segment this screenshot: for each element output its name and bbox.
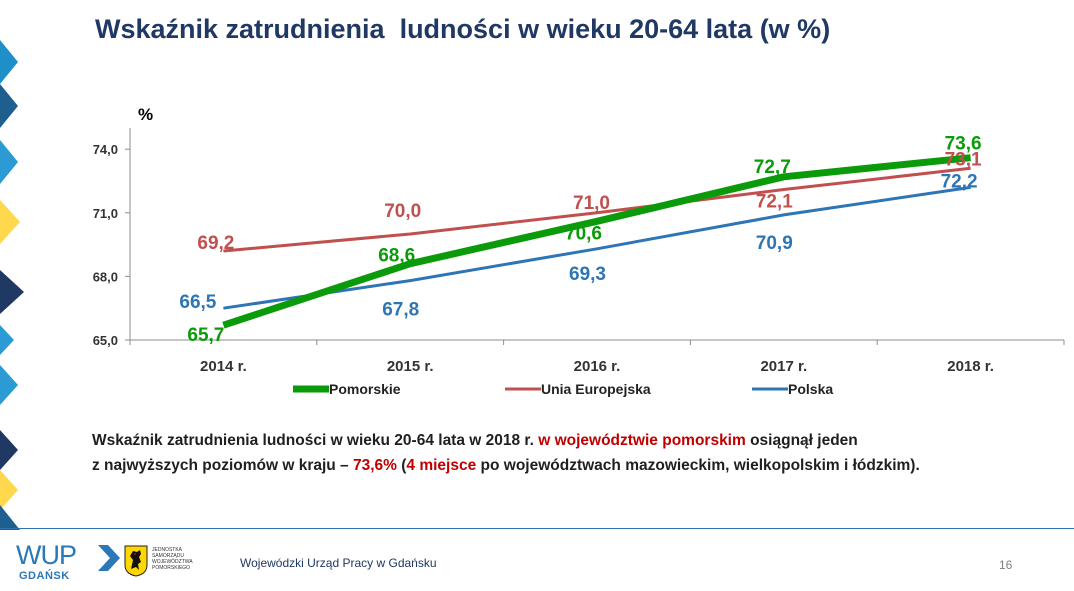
side-decoration — [0, 40, 24, 530]
data-label: 70,0 — [384, 201, 421, 222]
summary-text: Wskaźnik zatrudnienia ludności w wieku 2… — [92, 428, 1052, 478]
crest-caption: JEDNOSTKA SAMORZĄDU WOJEWÓDZTWA POMORSKI… — [152, 547, 193, 571]
slide-title: Wskaźnik zatrudnienia ludności w wieku 2… — [95, 14, 831, 44]
data-label: 66,5 — [179, 292, 216, 313]
y-tick-label: 65,0 — [93, 333, 118, 348]
chart-legend: Pomorskie Unia Europejska Polska — [293, 381, 833, 397]
data-label: 71,0 — [573, 193, 610, 214]
x-tick-label: 2015 r. — [387, 358, 434, 375]
data-label: 68,6 — [378, 246, 415, 267]
x-tick-label: 2016 r. — [574, 358, 621, 375]
summary-text-part: Wskaźnik zatrudnienia ludności w wieku 2… — [92, 432, 539, 449]
summary-highlight-region: w województwie pomorskim — [538, 432, 746, 449]
data-label: 69,2 — [197, 233, 234, 254]
chart-data-labels: 65,7 68,6 70,6 72,7 73,6 69,2 70,0 71,0 72,1 73,1… — [179, 134, 982, 346]
data-label: 73,1 — [945, 149, 982, 170]
wup-logo-subtext: GDAŃSK — [19, 570, 70, 582]
summary-text-part: osiągnął jeden — [745, 432, 858, 449]
series-line-0 — [222, 154, 971, 329]
data-label: 72,1 — [756, 191, 793, 212]
line-chart: % 65,0 68,0 71,0 74,0 2014 r. 2015 r. 2016 r. 20… — [93, 105, 1065, 397]
summary-line-2: z najwyższych poziomów w kraju – 73,6% (… — [92, 453, 1052, 478]
organization-name: Wojewódzki Urząd Pracy w Gdańsku — [240, 556, 437, 570]
page-number: 16 — [999, 558, 1013, 572]
legend-label: Pomorskie — [329, 381, 401, 397]
summary-highlight-rank: 4 miejsce — [406, 457, 477, 474]
wup-logo-text: WUP — [16, 540, 77, 570]
x-tick-label: 2014 r. — [200, 358, 247, 375]
y-tick-label: 68,0 — [93, 269, 118, 284]
data-label: 69,3 — [569, 264, 606, 285]
legend-label: Unia Europejska — [541, 381, 651, 397]
summary-line-1: Wskaźnik zatrudnienia ludności w wieku 2… — [92, 428, 1052, 453]
data-label: 72,7 — [754, 157, 791, 178]
y-tick-label: 71,0 — [93, 206, 118, 221]
summary-highlight-value: 73,6% — [352, 457, 397, 474]
chart-series-lines — [222, 154, 971, 329]
data-label: 72,2 — [941, 171, 978, 192]
x-tick-label: 2017 r. — [760, 358, 807, 375]
summary-text-part: ( — [396, 457, 407, 474]
chart-axes: % 65,0 68,0 71,0 74,0 2014 r. 2015 r. 2016 r. 20… — [93, 105, 1065, 375]
data-label: 70,6 — [565, 223, 602, 244]
x-tick-label: 2018 r. — [947, 358, 994, 375]
summary-text-part: z najwyższych poziomów w kraju – — [92, 457, 353, 474]
wup-logo: WUP GDAŃSK — [16, 540, 120, 583]
footer-divider — [0, 528, 1074, 529]
data-label: 73,6 — [945, 134, 982, 155]
legend-label: Polska — [788, 381, 833, 397]
series-line-2 — [223, 185, 971, 310]
wup-arrow-icon — [98, 545, 120, 571]
data-label: 67,8 — [382, 300, 419, 321]
y-tick-label: 74,0 — [93, 142, 118, 157]
data-label: 65,7 — [187, 325, 224, 346]
data-label: 70,9 — [756, 233, 793, 254]
pomorskie-griffin-icon — [124, 545, 148, 577]
summary-text-part: po województwach mazowieckim, wielkopols… — [476, 457, 920, 474]
y-axis-unit-label: % — [138, 105, 153, 124]
series-line-1 — [223, 166, 971, 253]
